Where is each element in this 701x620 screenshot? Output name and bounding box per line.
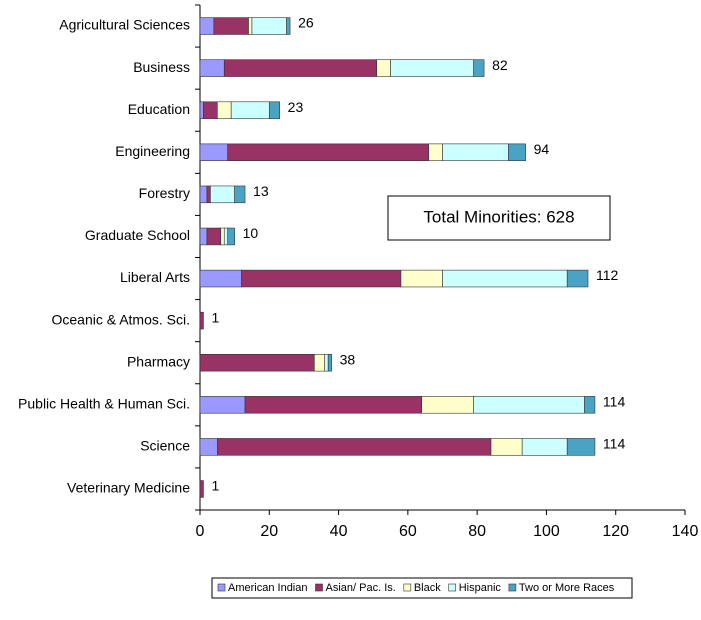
total-label: 114 xyxy=(603,436,626,452)
bar-segment xyxy=(227,227,235,246)
bar-segment xyxy=(199,311,204,330)
bar-segment xyxy=(324,353,329,372)
bar-segment xyxy=(442,269,568,288)
bar-segment xyxy=(566,438,596,456)
bar-segment xyxy=(376,59,391,77)
bar-segment xyxy=(213,17,249,35)
bar-segment xyxy=(206,185,211,204)
x-tick-label: 40 xyxy=(330,523,348,540)
y-tick-label: Veterinary Medicine xyxy=(67,480,190,496)
bar-segment xyxy=(490,438,523,456)
y-tick-label: Engineering xyxy=(115,143,190,159)
bar-segment xyxy=(314,353,326,372)
bar-segment xyxy=(199,396,246,414)
bar-segment xyxy=(206,227,222,246)
bar-segment xyxy=(199,269,242,288)
x-tick-label: 140 xyxy=(672,523,699,540)
bar-segment xyxy=(244,396,423,414)
bar-segment xyxy=(199,480,204,498)
x-tick-label: 120 xyxy=(602,523,629,540)
bar-segment xyxy=(199,143,229,162)
bar-segment xyxy=(199,438,218,456)
bar-segment xyxy=(508,143,526,162)
y-tick-label: Oceanic & Atmos. Sci. xyxy=(52,311,191,327)
bar-segment xyxy=(521,438,568,456)
bar-segment xyxy=(199,227,208,246)
bar-segment xyxy=(199,185,208,204)
y-tick-label: Graduate School xyxy=(85,227,190,243)
bar-segment xyxy=(327,353,332,372)
x-tick-label: 0 xyxy=(196,523,205,540)
total-label: 26 xyxy=(298,15,314,31)
bar-segment xyxy=(428,143,443,162)
bar-segment xyxy=(199,353,315,372)
bar-segment xyxy=(199,59,225,77)
y-tick-label: Forestry xyxy=(139,185,190,201)
y-tick-label: Agricultural Sciences xyxy=(59,17,190,33)
y-tick-label: Business xyxy=(133,59,190,75)
total-label: 10 xyxy=(243,225,259,241)
bar-segment xyxy=(390,59,474,77)
total-label: 38 xyxy=(340,351,356,367)
y-tick-label: Liberal Arts xyxy=(120,269,190,285)
total-label: 94 xyxy=(534,141,550,157)
bar-segment xyxy=(442,143,509,162)
annotation-box xyxy=(387,195,611,241)
legend-swatch xyxy=(403,583,412,592)
x-tick-label: 80 xyxy=(468,523,486,540)
annotation: Total Minorities: 628 xyxy=(423,207,574,226)
bar-segment xyxy=(473,59,485,77)
bar-segment xyxy=(217,438,492,456)
bar-segment xyxy=(199,101,204,119)
bar-segment xyxy=(223,227,229,246)
bar-segment xyxy=(286,17,291,35)
bar-segment xyxy=(421,396,474,414)
x-tick-label: 100 xyxy=(533,523,560,540)
y-tick-label: Pharmacy xyxy=(127,353,190,369)
bar-segment xyxy=(473,396,585,414)
bar-segment xyxy=(251,17,287,35)
bar-segment xyxy=(234,185,246,204)
legend-swatch xyxy=(448,583,457,592)
legend-swatch xyxy=(217,583,226,592)
bar-segment xyxy=(241,269,402,288)
total-label: 1 xyxy=(211,478,219,494)
bar-segment xyxy=(220,227,225,246)
bar-segment xyxy=(268,101,280,119)
total-label: 1 xyxy=(211,309,219,325)
bar-segment xyxy=(203,101,218,119)
bar-segment xyxy=(566,269,589,288)
legend-label: Hispanic xyxy=(459,582,502,594)
legend-label: Two or More Races xyxy=(519,582,615,594)
bar-segment xyxy=(210,185,235,204)
x-tick-label: 20 xyxy=(260,523,278,540)
bar-segment xyxy=(248,17,253,35)
bar-segment xyxy=(217,101,232,119)
bar-segment xyxy=(230,101,270,119)
total-label: 23 xyxy=(288,99,304,115)
bar-segment xyxy=(223,59,377,77)
legend-label: American Indian xyxy=(228,582,308,594)
total-label: 82 xyxy=(492,57,508,73)
y-tick-label: Education xyxy=(128,101,190,117)
bar-segment xyxy=(227,143,429,162)
y-tick-label: Science xyxy=(140,438,190,454)
legend-box xyxy=(211,577,633,599)
bar-segment xyxy=(199,17,215,35)
legend-label: Asian/ Pac. Is. xyxy=(326,582,396,594)
x-tick-label: 60 xyxy=(399,523,417,540)
total-label: 112 xyxy=(596,267,619,283)
legend-label: Black xyxy=(414,582,441,594)
legend-swatch xyxy=(508,583,517,592)
bar-segment xyxy=(584,396,596,414)
total-label: 114 xyxy=(603,393,626,409)
y-tick-label: Public Health & Human Sci. xyxy=(18,395,190,411)
total-label: 13 xyxy=(253,183,269,199)
legend-swatch xyxy=(315,583,323,592)
bar-segment xyxy=(400,269,443,288)
